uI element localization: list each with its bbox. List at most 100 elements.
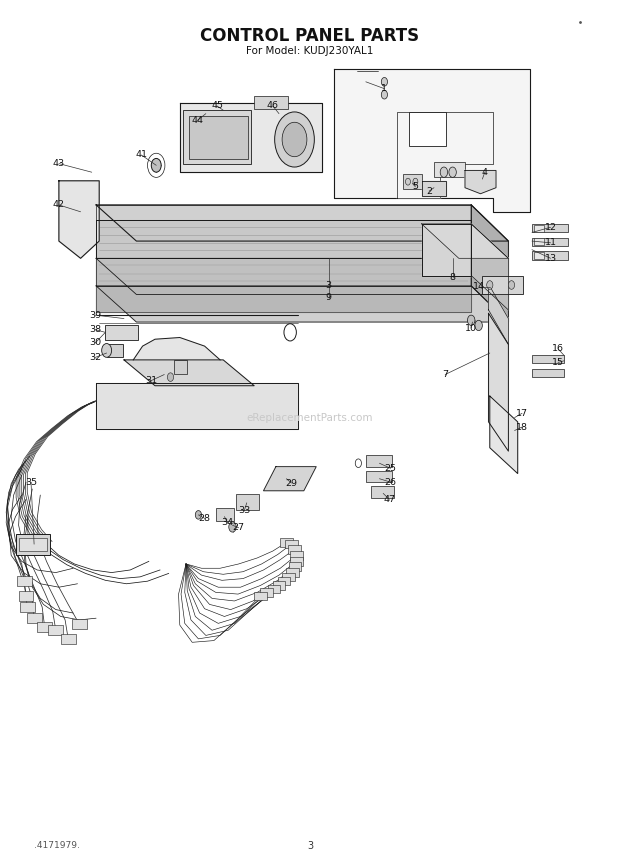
Text: 28: 28 <box>198 514 211 523</box>
Circle shape <box>508 281 515 289</box>
Text: 32: 32 <box>89 353 102 362</box>
Text: eReplacementParts.com: eReplacementParts.com <box>247 412 373 423</box>
FancyBboxPatch shape <box>260 588 273 597</box>
Polygon shape <box>96 220 471 258</box>
Text: 45: 45 <box>211 102 223 110</box>
Text: 47: 47 <box>383 495 396 504</box>
Text: 38: 38 <box>89 325 102 334</box>
FancyBboxPatch shape <box>534 225 544 232</box>
Text: 4: 4 <box>482 168 488 177</box>
Text: 2: 2 <box>426 187 432 195</box>
Polygon shape <box>465 170 496 194</box>
FancyBboxPatch shape <box>254 592 267 600</box>
Text: 46: 46 <box>267 102 279 110</box>
Text: 10: 10 <box>465 324 477 332</box>
Circle shape <box>275 112 314 167</box>
Polygon shape <box>490 396 518 474</box>
Text: 1: 1 <box>381 84 388 93</box>
Text: 34: 34 <box>221 518 234 527</box>
Text: 35: 35 <box>25 478 37 486</box>
FancyBboxPatch shape <box>286 568 299 577</box>
Text: 31: 31 <box>145 376 157 385</box>
FancyBboxPatch shape <box>72 619 87 629</box>
Text: 26: 26 <box>384 478 397 486</box>
FancyBboxPatch shape <box>532 355 564 363</box>
Text: 9: 9 <box>326 294 332 302</box>
Text: 7: 7 <box>442 370 448 379</box>
FancyBboxPatch shape <box>285 540 298 548</box>
Polygon shape <box>133 338 220 360</box>
Text: 25: 25 <box>384 464 397 473</box>
FancyBboxPatch shape <box>532 238 568 246</box>
FancyBboxPatch shape <box>174 360 187 374</box>
Polygon shape <box>489 313 508 451</box>
FancyBboxPatch shape <box>183 110 251 164</box>
FancyBboxPatch shape <box>532 251 568 260</box>
Text: 29: 29 <box>285 479 298 487</box>
FancyBboxPatch shape <box>371 486 394 498</box>
Circle shape <box>151 158 161 172</box>
FancyBboxPatch shape <box>189 116 248 159</box>
Text: For Model: KUDJ230YAL1: For Model: KUDJ230YAL1 <box>246 46 374 56</box>
Text: 18: 18 <box>516 423 528 431</box>
FancyBboxPatch shape <box>366 455 392 467</box>
Circle shape <box>229 522 236 532</box>
FancyBboxPatch shape <box>27 613 42 623</box>
Text: 16: 16 <box>552 344 564 353</box>
FancyBboxPatch shape <box>236 494 259 510</box>
Text: 33: 33 <box>238 506 250 515</box>
Text: 11: 11 <box>544 238 557 247</box>
Text: 13: 13 <box>544 254 557 263</box>
FancyBboxPatch shape <box>268 585 280 593</box>
FancyBboxPatch shape <box>20 602 35 612</box>
Circle shape <box>467 315 475 325</box>
Polygon shape <box>59 181 99 258</box>
Polygon shape <box>96 258 471 286</box>
FancyBboxPatch shape <box>534 252 544 259</box>
Polygon shape <box>96 205 471 220</box>
Text: 14: 14 <box>472 282 485 291</box>
Polygon shape <box>471 224 508 310</box>
FancyBboxPatch shape <box>482 276 523 294</box>
Polygon shape <box>96 286 471 312</box>
Polygon shape <box>471 205 508 322</box>
FancyBboxPatch shape <box>278 577 290 585</box>
Polygon shape <box>180 103 322 172</box>
Circle shape <box>381 77 388 86</box>
Circle shape <box>405 178 410 185</box>
Polygon shape <box>264 467 316 491</box>
FancyBboxPatch shape <box>48 625 63 635</box>
Text: CONTROL PANEL PARTS: CONTROL PANEL PARTS <box>200 28 420 45</box>
FancyBboxPatch shape <box>254 96 288 109</box>
Text: 39: 39 <box>89 311 102 319</box>
FancyBboxPatch shape <box>290 557 303 566</box>
Polygon shape <box>422 224 471 276</box>
Text: 3: 3 <box>326 282 332 290</box>
Polygon shape <box>96 286 508 322</box>
Text: 17: 17 <box>516 409 528 418</box>
FancyBboxPatch shape <box>280 538 293 547</box>
Circle shape <box>475 320 482 331</box>
Polygon shape <box>96 383 298 429</box>
Polygon shape <box>334 69 530 212</box>
Polygon shape <box>96 258 508 294</box>
Text: .4171979.: .4171979. <box>34 841 80 850</box>
Text: 27: 27 <box>232 523 245 532</box>
Circle shape <box>440 167 448 177</box>
FancyBboxPatch shape <box>289 562 301 571</box>
FancyBboxPatch shape <box>288 545 301 554</box>
Text: 41: 41 <box>135 151 148 159</box>
Text: 3: 3 <box>307 840 313 851</box>
Polygon shape <box>422 224 508 258</box>
FancyBboxPatch shape <box>434 162 465 177</box>
Polygon shape <box>124 360 254 386</box>
Polygon shape <box>422 181 446 196</box>
FancyBboxPatch shape <box>19 591 33 601</box>
Polygon shape <box>489 284 508 344</box>
FancyBboxPatch shape <box>37 622 52 632</box>
FancyBboxPatch shape <box>105 325 138 340</box>
FancyBboxPatch shape <box>403 174 422 189</box>
Text: 12: 12 <box>544 223 557 232</box>
FancyBboxPatch shape <box>282 573 294 581</box>
Circle shape <box>487 281 493 289</box>
